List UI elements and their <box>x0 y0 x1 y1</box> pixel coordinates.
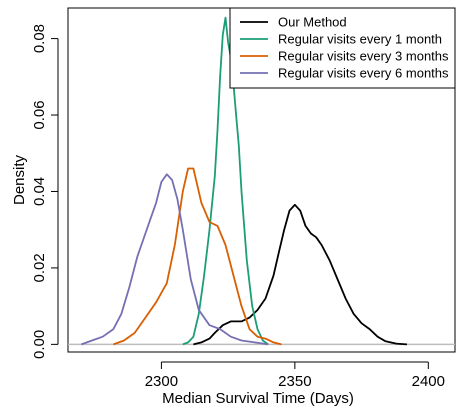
legend: Our Method Regular visits every 1 month Re… <box>229 7 456 89</box>
y-tick-label: 0.00 <box>31 330 48 359</box>
series-line-1 <box>193 203 408 346</box>
series-lines <box>80 16 408 346</box>
y-tick-label: 0.04 <box>31 177 48 206</box>
y-axis: 0.00 0.02 0.04 0.06 0.08 <box>31 24 59 359</box>
y-tick-label: 0.08 <box>31 24 48 53</box>
x-tick-label: 2400 <box>412 373 445 390</box>
legend-label-2: Regular visits every 1 month <box>278 32 442 47</box>
legend-label-4: Regular visits every 6 months <box>278 66 449 81</box>
x-axis-label: Median Survival Time (Days) <box>162 390 354 407</box>
x-tick-label: 2350 <box>278 373 311 390</box>
x-axis: 2300 2350 2400 <box>145 361 445 390</box>
x-tick-label: 2300 <box>145 373 178 390</box>
legend-label-3: Regular visits every 3 months <box>278 49 449 64</box>
y-tick-label: 0.02 <box>31 253 48 282</box>
y-tick-label: 0.06 <box>31 100 48 129</box>
y-axis-label: Density <box>11 154 28 205</box>
series-line-4 <box>80 173 269 346</box>
legend-label-1: Our Method <box>278 15 347 30</box>
series-line-2 <box>182 16 269 346</box>
series-line-3 <box>113 167 282 346</box>
